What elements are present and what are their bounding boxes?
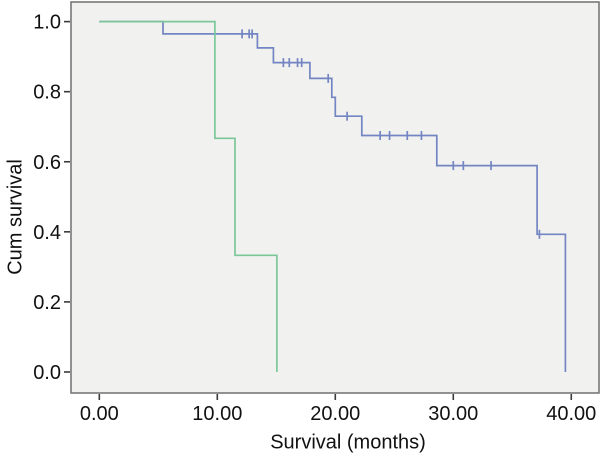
x-tick-label: 40.00 bbox=[546, 403, 596, 425]
x-tick-label: 30.00 bbox=[428, 403, 478, 425]
y-tick-label: 0.0 bbox=[33, 362, 61, 384]
y-tick-label: 0.2 bbox=[33, 292, 61, 314]
y-tick-label: 1.0 bbox=[33, 12, 61, 34]
x-axis-title: Survival (months) bbox=[270, 431, 426, 454]
survival-curve-series-green bbox=[99, 20, 278, 372]
y-tick-label: 0.8 bbox=[33, 82, 61, 104]
y-axis-title: Cum survival bbox=[4, 159, 27, 275]
survival-curve-series-blue bbox=[99, 20, 567, 372]
x-tick-label: 10.00 bbox=[192, 403, 242, 425]
y-tick-label: 0.6 bbox=[33, 152, 61, 174]
plot-panel bbox=[70, 1, 600, 394]
y-tick-label: 0.4 bbox=[33, 222, 61, 244]
x-tick-label: 0.00 bbox=[80, 403, 119, 425]
x-tick-label: 20.00 bbox=[310, 403, 360, 425]
